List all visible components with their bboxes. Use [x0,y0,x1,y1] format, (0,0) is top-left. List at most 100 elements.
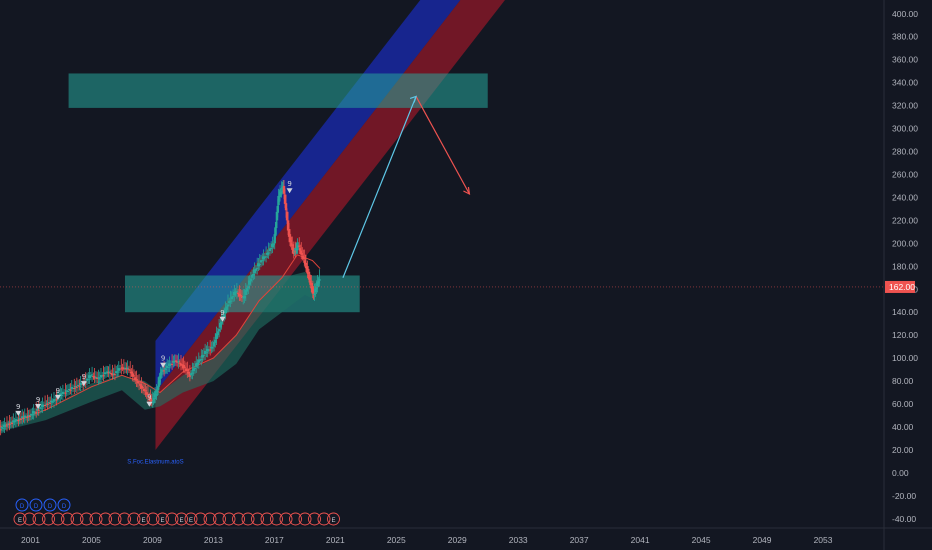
candle-body [275,221,278,229]
candle-body [205,352,208,354]
candle-body [255,267,259,269]
dividend-label: D [62,504,67,510]
candle-body [92,375,95,377]
y-tick-label: -40.00 [892,514,916,524]
candle-body [216,331,220,336]
y-tick-label: 220.00 [892,215,918,225]
candle-body [286,220,290,231]
candle-body [0,426,4,429]
td-marker-label: 9 [287,180,291,188]
candle-body [1,427,5,429]
earnings-marker [118,512,131,526]
y-tick-label: 20.00 [892,445,914,455]
candle-body [275,211,279,221]
candle-body [98,378,101,380]
candle-body [219,322,222,328]
earnings-marker [42,512,55,526]
earnings-marker [232,512,245,526]
candle-body [201,355,204,358]
candle-body [112,373,115,375]
td-marker-label: 9 [147,394,151,402]
candle-body [23,415,26,418]
y-tick-label: 340.00 [892,78,918,88]
candle-body [261,260,264,262]
candle-body [300,250,303,255]
candle-body [172,360,175,363]
candle-body [197,359,200,363]
candle-body [111,373,114,376]
y-tick-label: 240.00 [892,192,918,202]
x-tick-label: 2041 [631,535,650,545]
candle-body [126,367,129,369]
candle-body [125,368,128,370]
projection-up-line [342,96,417,278]
y-tick-label: 80.00 [892,376,914,386]
moving-average-line [0,254,321,428]
x-tick-label: 2013 [204,535,223,545]
candle-body [52,399,56,402]
candle-body [310,286,314,290]
candle-body [258,263,261,265]
candle-body [291,247,295,251]
candle-body [45,403,48,405]
projection-up-arrowhead [409,95,418,103]
candle-body [95,377,99,379]
earnings-label: E [141,518,145,524]
candle-body [75,386,79,388]
candle-body [152,397,155,401]
candle-body [94,376,98,378]
candle-body [136,381,140,384]
candle-body [47,402,51,404]
candle-body [175,361,179,363]
td-marker-label: 9 [16,403,20,411]
candle-body [233,291,236,296]
candle-body [65,390,68,392]
candle-body [315,287,318,290]
candle-body [69,389,72,391]
candle-body [93,376,96,379]
earnings-marker [99,512,112,526]
candle-body [238,293,241,297]
candle-body [206,348,209,352]
earnings-marker [327,512,340,526]
td-marker-arrow [160,362,167,368]
candle-body [264,256,268,258]
candle-body [28,415,32,417]
earnings-marker [127,512,141,526]
td-marker-label: 9 [56,387,60,395]
x-tick-label: 2037 [570,535,589,545]
candle-body [88,375,91,379]
y-tick-label: 400.00 [892,9,918,19]
candle-body [50,400,53,403]
candle-body [159,371,163,376]
candle-body [207,349,211,351]
plot-area: 9 9 9 9 9 9 9 9 S.Foc.Elastnum.atoS [0,0,884,466]
td-marker-arrow [80,381,87,387]
projection-down-line [415,96,470,195]
candle-body [313,293,316,295]
candle-body [13,421,16,423]
candle-body [312,292,315,295]
earnings-marker [51,512,65,526]
candle-body [117,368,120,371]
candle-body [118,368,122,370]
candle-body [282,185,286,194]
candle-body [122,367,126,370]
candle-body [277,195,280,206]
dividend-marker [15,498,29,512]
candle-body [24,416,28,418]
candle-body [71,387,75,389]
earnings-label: E [18,518,22,524]
earnings-marker [308,512,321,526]
candle-body [21,416,24,419]
candle-body [290,242,293,246]
candle-body [224,308,227,314]
candle-body [106,371,109,373]
candle-body [283,194,287,204]
candle-body [19,418,23,420]
candle-body [159,373,162,379]
earnings-marker [270,512,283,526]
candle-body [8,424,11,426]
